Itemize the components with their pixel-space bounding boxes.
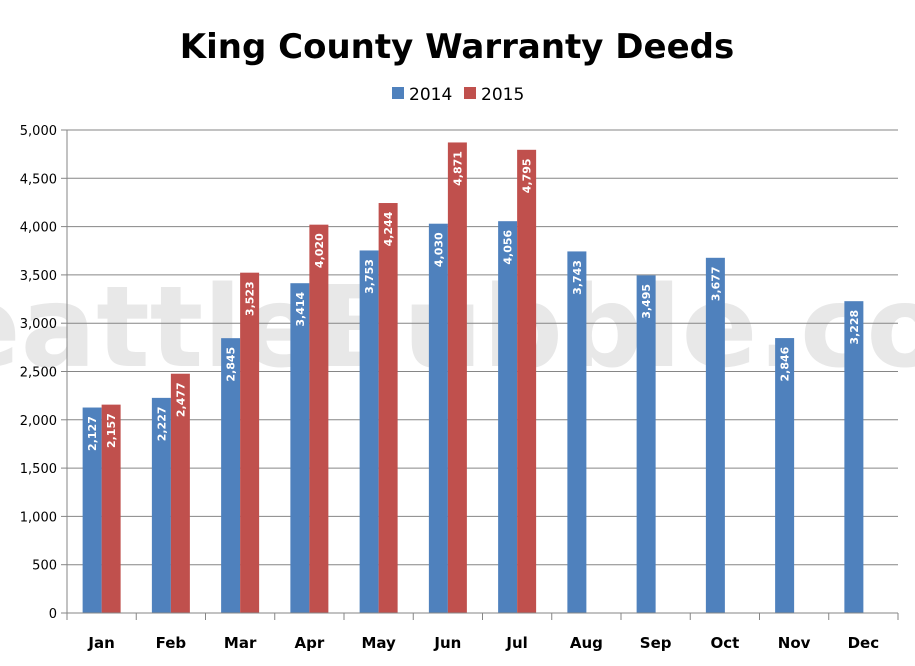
legend-swatch (464, 87, 476, 99)
bar (567, 251, 587, 613)
legend-label: 2015 (481, 85, 524, 105)
x-tick-label: May (361, 634, 396, 652)
x-tick-label: Apr (295, 634, 325, 652)
y-tick-label: 500 (32, 559, 57, 574)
bar (636, 275, 656, 613)
y-tick-label: 2,000 (20, 414, 57, 429)
data-label: 4,030 (432, 232, 445, 267)
x-tick-label: Jan (87, 634, 114, 652)
data-label: 4,244 (382, 211, 395, 246)
legend: 2014 2015 (392, 85, 524, 105)
data-label: 3,228 (848, 310, 861, 345)
bar (378, 203, 398, 613)
axis-layer: 0 500 1,000 1,500 2,000 2,500 3,000 3,500 4,000 4… (20, 124, 899, 652)
bar (775, 338, 795, 613)
bar (221, 338, 241, 613)
data-label: 3,743 (571, 260, 584, 295)
bars-layer (82, 142, 864, 614)
bar (151, 397, 171, 613)
y-tick-label: 3,000 (20, 317, 57, 332)
bar (82, 407, 102, 613)
legend-swatch (392, 87, 404, 99)
data-label: 2,157 (105, 413, 118, 448)
bar (447, 142, 467, 613)
data-label: 3,414 (294, 291, 307, 326)
y-tick-label: 5,000 (20, 124, 57, 139)
x-tick-label: Jul (505, 634, 527, 652)
data-label: 3,753 (363, 259, 376, 294)
x-tick-label: Mar (224, 634, 257, 652)
bar (240, 272, 260, 613)
chart-title: King County Warranty Deeds (180, 27, 734, 67)
data-label: 2,845 (225, 347, 238, 382)
bar (844, 301, 864, 613)
bar (170, 373, 190, 613)
x-tick-label: Feb (156, 634, 187, 652)
data-label: 2,127 (86, 416, 99, 451)
bar (290, 283, 310, 613)
data-label: 3,523 (244, 281, 257, 316)
data-label: 4,020 (313, 233, 326, 268)
grid-layer (67, 129, 898, 566)
legend-label: 2014 (409, 85, 452, 105)
y-tick-label: 2,500 (20, 366, 57, 381)
data-label: 2,477 (174, 382, 187, 417)
bar-labels-layer: 2,127 2,227 2,845 3,414 3,753 4,030 4,056 3,743… (86, 151, 861, 451)
bar (705, 257, 725, 613)
x-tick-label: Dec (848, 634, 880, 652)
y-tick-label: 4,500 (20, 172, 57, 187)
bar (359, 250, 379, 613)
y-tick-label: 1,500 (20, 462, 57, 477)
bar (517, 149, 537, 614)
bar (428, 223, 448, 613)
data-label: 3,495 (640, 284, 653, 319)
x-tick-label: Sep (640, 634, 672, 652)
y-tick-label: 0 (49, 607, 57, 622)
data-label: 2,227 (155, 406, 168, 441)
x-tick-label: Aug (570, 634, 603, 652)
x-tick-label: Oct (710, 634, 739, 652)
x-tick-label: Nov (778, 634, 811, 652)
data-label: 4,795 (521, 158, 534, 193)
data-label: 4,871 (451, 151, 464, 186)
data-label: 4,056 (502, 229, 515, 264)
bar (309, 224, 329, 613)
y-tick-label: 3,500 (20, 269, 57, 284)
x-tick-label: Jun (433, 634, 461, 652)
y-tick-label: 4,000 (20, 221, 57, 236)
y-tick-label: 1,000 (20, 510, 57, 525)
bar (498, 221, 518, 613)
data-label: 3,677 (709, 266, 722, 301)
data-label: 2,846 (779, 346, 792, 381)
bar (101, 404, 121, 613)
